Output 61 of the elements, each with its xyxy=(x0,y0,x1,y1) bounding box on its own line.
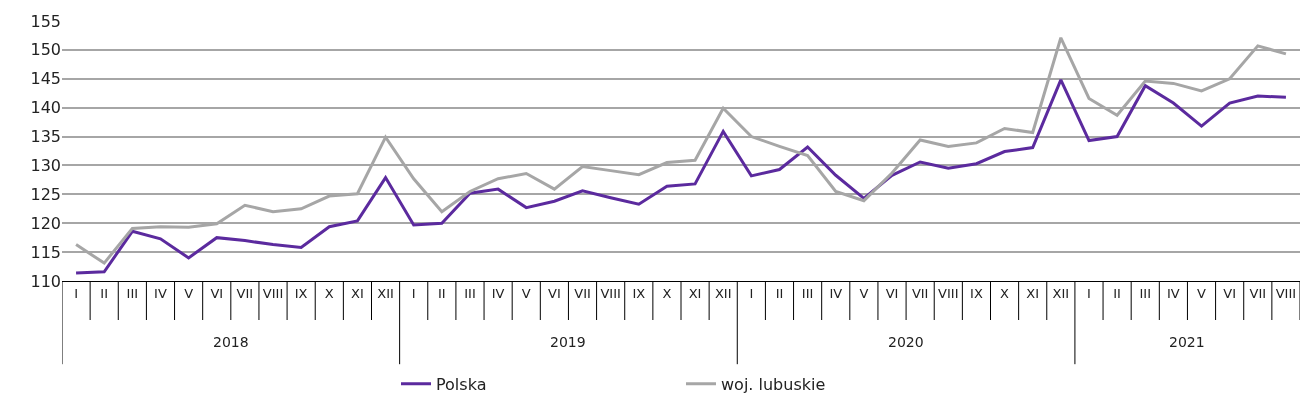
text: 2019 xyxy=(550,334,586,350)
y-tick-label: 150 xyxy=(30,40,61,60)
y-tick-label: 140 xyxy=(30,98,61,118)
text: 2020 xyxy=(888,334,924,350)
x-tick-label: IV xyxy=(491,285,505,301)
y-tick-label: 115 xyxy=(30,242,61,262)
line-series xyxy=(74,78,1288,275)
x-tick-label: I xyxy=(74,285,78,301)
x-tick-label: III xyxy=(1139,285,1152,301)
x-tick-label: II xyxy=(775,285,784,301)
y-tick-label: 120 xyxy=(30,213,61,233)
x-tick-label: IX xyxy=(970,285,983,301)
x-tick-label: III xyxy=(464,285,476,301)
x-tick-label: VII xyxy=(911,285,929,301)
x-tick-label: IV xyxy=(154,285,167,301)
x-tick-label: III xyxy=(801,285,814,301)
x-tick-label: IV xyxy=(1167,285,1180,301)
x-tick-label: XII xyxy=(377,285,394,301)
x-tick-label: VI xyxy=(548,285,561,301)
x-tick-label: IX xyxy=(632,285,646,301)
x-tick-label: V xyxy=(1197,285,1207,301)
x-tick-label: XI xyxy=(351,285,364,301)
x-tick-label: II xyxy=(100,285,109,301)
x-tick-label: VII xyxy=(574,285,591,301)
legend-label: Polska xyxy=(436,374,487,394)
x-tick-label: XI xyxy=(688,285,702,301)
x-tick-label: V xyxy=(521,285,531,301)
y-tick-label: 155 xyxy=(30,11,61,31)
x-tick-label: VII xyxy=(236,285,254,301)
x-tick-label: IX xyxy=(294,285,308,301)
x-tick-label: VIII xyxy=(600,285,621,301)
x-tick-label: I xyxy=(1087,285,1091,301)
y-tick-label: 135 xyxy=(30,127,61,147)
y-tick-label: 125 xyxy=(30,184,61,204)
x-tick-label: V xyxy=(859,285,869,301)
x-tick-label: II xyxy=(438,285,446,301)
x-tick-label: III xyxy=(126,285,139,301)
x-tick-label: VII xyxy=(1249,285,1267,301)
x-tick-label: II xyxy=(1113,285,1121,301)
x-tick-label: VIII xyxy=(262,285,284,301)
x-tick-label: X xyxy=(324,285,334,301)
x-tick-label: I xyxy=(749,285,754,301)
x-tick-label: VIII xyxy=(938,285,959,301)
x-tick-label: VI xyxy=(885,285,899,301)
legend-label: woj. lubuskie xyxy=(721,374,826,394)
x-tick-label: VI xyxy=(210,285,224,301)
x-tick-label: V xyxy=(184,285,194,301)
x-tick-label: I xyxy=(411,285,416,301)
y-tick-label: 110 xyxy=(30,271,61,291)
x-tick-label: XII xyxy=(714,285,732,301)
x-tick-label: IV xyxy=(829,285,843,301)
y-tick-label: 130 xyxy=(30,156,61,176)
y-tick-label: 145 xyxy=(30,69,61,89)
x-tick-label: XII xyxy=(1052,285,1070,301)
x-tick-label: XI xyxy=(1026,285,1040,301)
x-tick-label: X xyxy=(1000,285,1010,301)
text: 2021 xyxy=(1169,334,1205,350)
x-tick-label: X xyxy=(662,285,672,301)
text: 2018 xyxy=(213,334,249,350)
x-tick-label: VIII xyxy=(1275,285,1297,301)
x-tick-label: VI xyxy=(1223,285,1237,301)
